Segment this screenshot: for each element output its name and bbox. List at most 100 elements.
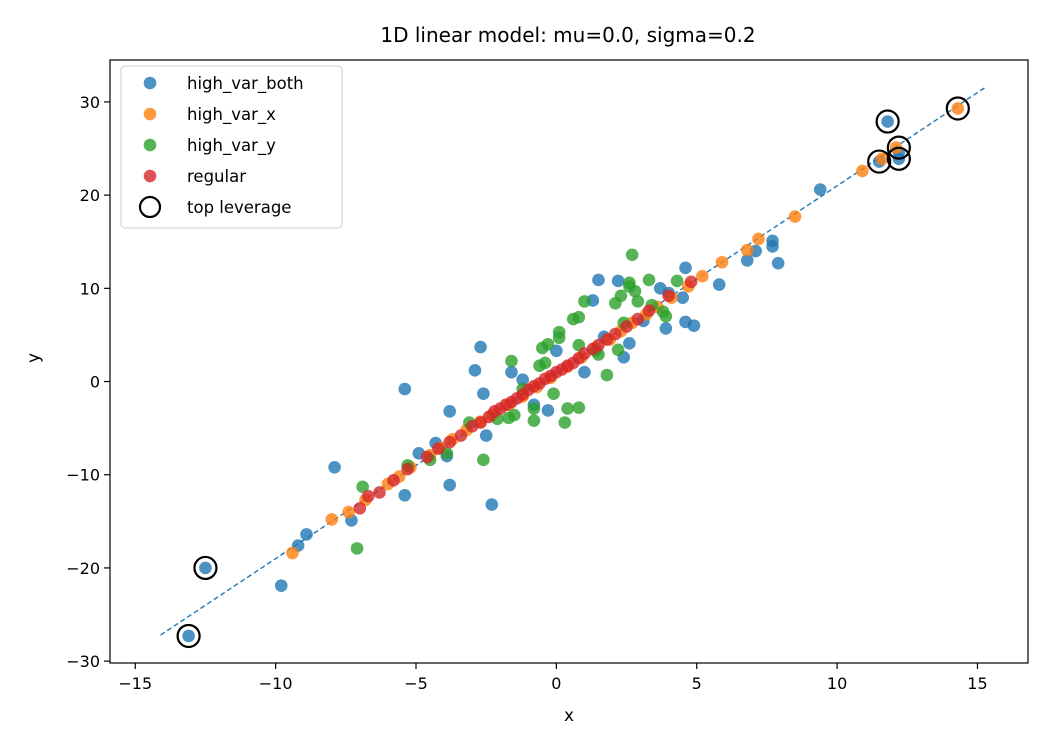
x-tick-label: −5 bbox=[404, 674, 428, 693]
data-point-high-var-x bbox=[951, 102, 965, 115]
legend: high_var_both high_var_x high_var_yregular… bbox=[120, 65, 343, 229]
plot-marks bbox=[160, 86, 987, 649]
data-point-high-var-both bbox=[611, 274, 625, 288]
data-point-high-var-y bbox=[356, 480, 369, 494]
data-point-high-var-both bbox=[443, 405, 456, 418]
data-point-high-var-y bbox=[670, 274, 684, 288]
data-point-regular bbox=[454, 429, 468, 442]
data-point-high-var-both bbox=[687, 319, 701, 332]
data-point-regular bbox=[401, 462, 414, 476]
data-point-high-var-y bbox=[631, 295, 645, 308]
y-tick-label: 0 bbox=[90, 373, 100, 392]
legend-marker bbox=[143, 138, 157, 152]
fit-line bbox=[160, 86, 987, 636]
legend-label: high_var_y bbox=[187, 136, 276, 156]
data-point-high-var-both bbox=[813, 183, 827, 196]
data-point-regular bbox=[684, 275, 698, 289]
data-point-high-var-y bbox=[561, 402, 574, 415]
y-tick-label: 10 bbox=[80, 279, 100, 298]
data-point-high-var-both bbox=[479, 429, 493, 442]
x-tick-label: 0 bbox=[551, 674, 561, 693]
legend-label: top leverage bbox=[187, 198, 291, 217]
x-tick-label: −10 bbox=[259, 674, 293, 693]
data-point-high-var-x bbox=[788, 210, 802, 223]
y-tick-label: −10 bbox=[66, 466, 100, 485]
data-point-high-var-y bbox=[628, 284, 642, 298]
data-point-regular bbox=[361, 489, 375, 503]
data-point-high-var-x bbox=[286, 546, 299, 560]
data-point-high-var-both bbox=[477, 387, 490, 400]
data-point-high-var-y bbox=[611, 343, 625, 357]
data-point-regular bbox=[609, 327, 622, 341]
data-point-high-var-y bbox=[507, 408, 521, 422]
data-point-high-var-y bbox=[547, 387, 560, 400]
data-point-high-var-both bbox=[468, 364, 482, 377]
legend-label: high_var_both bbox=[187, 74, 304, 94]
data-point-high-var-y bbox=[572, 310, 586, 324]
data-point-high-var-y bbox=[614, 289, 628, 303]
y-tick-label: −20 bbox=[66, 559, 100, 578]
series-regular bbox=[353, 275, 698, 515]
data-point-top-leverage bbox=[886, 146, 911, 171]
data-point-high-var-y bbox=[552, 325, 566, 339]
data-point-high-var-both bbox=[485, 498, 499, 511]
data-point-high-var-y bbox=[558, 416, 572, 429]
data-point-high-var-both bbox=[578, 365, 591, 379]
legend-label: regular bbox=[187, 167, 246, 186]
data-point-top-leverage bbox=[176, 623, 201, 649]
data-point-high-var-both bbox=[398, 488, 412, 502]
chart-title: 1D linear model: mu=0.0, sigma=0.2 bbox=[380, 23, 755, 47]
data-point-high-var-x bbox=[856, 164, 869, 178]
data-point-high-var-y bbox=[541, 337, 555, 351]
data-point-high-var-both bbox=[771, 256, 785, 270]
data-point-high-var-both bbox=[474, 340, 487, 354]
legend-marker bbox=[143, 76, 157, 90]
data-point-high-var-x bbox=[715, 255, 729, 269]
data-point-regular bbox=[387, 474, 400, 487]
legend-marker bbox=[138, 195, 162, 219]
y-axis: −30 −20 −10 0 10 20 30 bbox=[66, 93, 110, 671]
data-point-regular bbox=[373, 486, 386, 499]
data-point-high-var-both bbox=[712, 278, 726, 291]
x-tick-label: 10 bbox=[827, 674, 847, 693]
data-point-regular bbox=[662, 289, 675, 303]
data-point-high-var-both bbox=[505, 365, 518, 379]
data-point-high-var-both bbox=[592, 273, 605, 287]
data-point-high-var-both bbox=[199, 561, 212, 575]
data-point-high-var-both bbox=[676, 291, 689, 304]
x-axis: −15 −10 −5 0 5 10 15 bbox=[118, 663, 988, 693]
data-point-regular bbox=[432, 442, 445, 455]
legend-marker bbox=[143, 169, 157, 183]
data-point-high-var-x bbox=[342, 505, 355, 519]
data-point-regular bbox=[353, 501, 367, 515]
data-point-high-var-y bbox=[600, 368, 614, 382]
data-point-high-var-both bbox=[659, 322, 673, 335]
data-point-regular bbox=[620, 320, 633, 333]
data-point-high-var-x bbox=[696, 269, 709, 283]
data-point-top-leverage bbox=[875, 109, 900, 134]
data-point-high-var-both bbox=[679, 261, 692, 275]
x-tick-label: 15 bbox=[967, 674, 987, 693]
data-point-high-var-x bbox=[740, 243, 754, 257]
legend-marker bbox=[143, 107, 157, 121]
x-tick-label: 5 bbox=[692, 674, 702, 693]
data-point-high-var-both bbox=[623, 337, 636, 350]
data-point-high-var-y bbox=[527, 414, 541, 427]
data-point-regular bbox=[631, 312, 645, 326]
data-point-high-var-y bbox=[578, 295, 591, 308]
data-point-high-var-both bbox=[443, 478, 456, 492]
data-point-high-var-both bbox=[398, 382, 412, 396]
data-point-top-leverage bbox=[945, 96, 970, 121]
data-point-high-var-x bbox=[752, 232, 765, 246]
data-point-high-var-y bbox=[477, 453, 490, 467]
data-point-high-var-y bbox=[538, 356, 552, 370]
data-point-top-leverage bbox=[867, 149, 892, 174]
data-point-high-var-x bbox=[325, 513, 339, 526]
data-point-high-var-both bbox=[740, 254, 754, 267]
series-high-var-both bbox=[182, 115, 906, 643]
data-point-high-var-y bbox=[659, 309, 673, 323]
legend-box bbox=[120, 65, 343, 229]
data-point-top-leverage bbox=[886, 135, 911, 160]
y-axis-label: y bbox=[24, 353, 44, 363]
data-point-high-var-both bbox=[300, 528, 313, 541]
